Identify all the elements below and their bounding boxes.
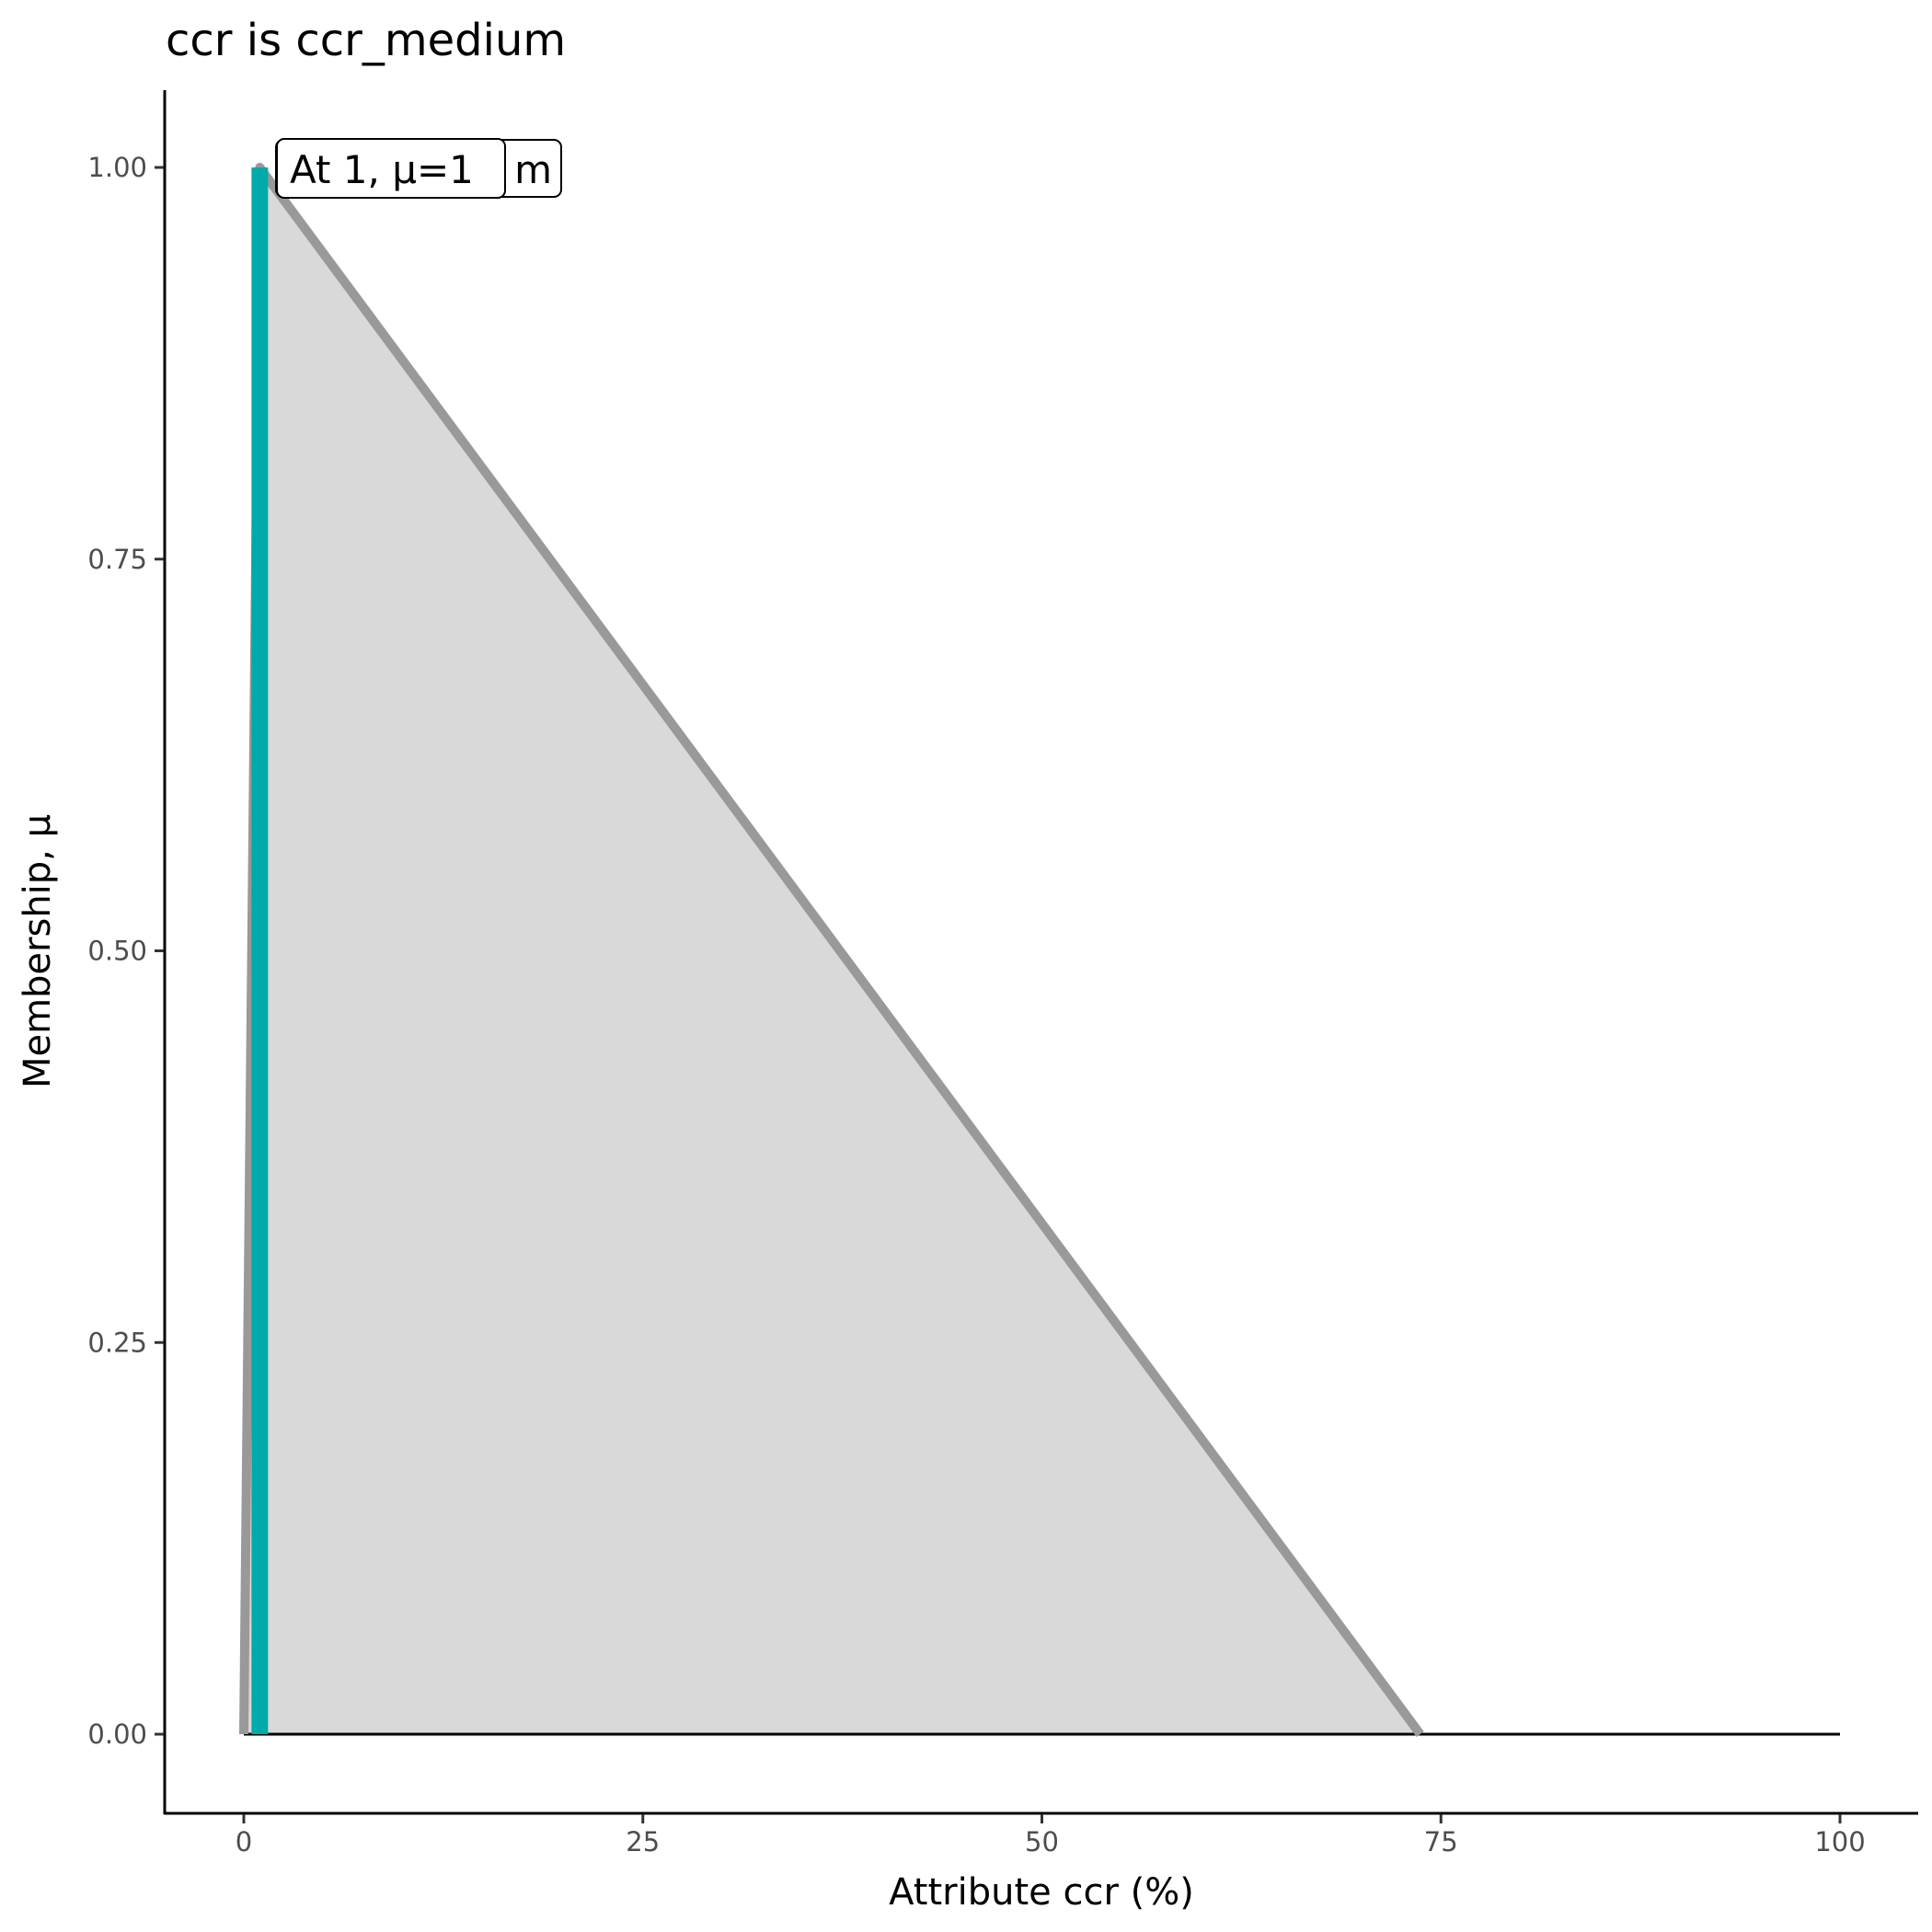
y-tick-label: 0.25 <box>87 1327 147 1358</box>
x-axis-title: Attribute ccr (%) <box>889 1871 1194 1914</box>
chart-title: ccr is ccr_medium <box>166 15 566 66</box>
x-tick-label: 100 <box>1814 1826 1865 1857</box>
plot-area <box>239 163 1840 1737</box>
x-axis-ticks: 0 25 50 75 100 <box>236 1814 1866 1857</box>
x-tick-label: 0 <box>236 1826 252 1857</box>
y-tick-label: 1.00 <box>87 152 147 183</box>
y-axis-ticks: 0.00 0.25 0.50 0.75 1.00 <box>87 152 164 1750</box>
x-tick-label: 50 <box>1025 1826 1059 1857</box>
y-tick-label: 0.00 <box>87 1719 147 1750</box>
annotation-back-label: m <box>514 147 552 192</box>
x-tick-label: 25 <box>626 1826 660 1857</box>
y-tick-label: 0.50 <box>87 936 147 967</box>
x-tick-label: 75 <box>1424 1826 1458 1857</box>
annotation-front-label: At 1, μ=1 <box>290 147 474 192</box>
annotation-front-box <box>276 138 506 199</box>
annotation-labels: m At 1, μ=1 <box>275 138 562 199</box>
y-tick-label: 0.75 <box>87 544 147 575</box>
y-axis-title: Membership, μ <box>17 814 59 1088</box>
